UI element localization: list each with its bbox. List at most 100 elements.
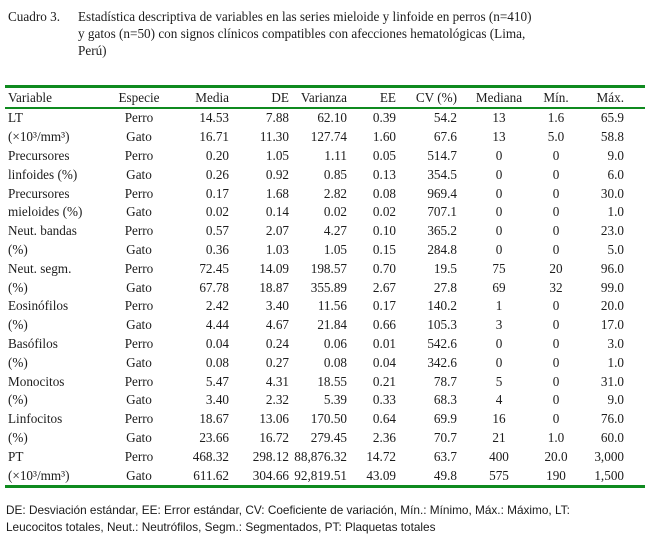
table-footnote: DE: Desviación estándar, EE: Error están… bbox=[6, 502, 642, 536]
cell-cv: 354.5 bbox=[427, 166, 457, 182]
cell-max: 17.0 bbox=[600, 317, 624, 333]
cell-variable-name: Neut. bandas bbox=[8, 223, 77, 239]
cell-max: 96.0 bbox=[600, 260, 624, 276]
table-row: mieloides (%) Gato 0.02 0.14 0.02 0.02 707.1 0 0… bbox=[5, 203, 645, 222]
cell-especie: Gato bbox=[126, 317, 152, 333]
cell-ee: 0.10 bbox=[372, 223, 396, 239]
cell-min: 0 bbox=[552, 223, 560, 239]
cell-ee: 2.67 bbox=[372, 279, 396, 295]
cell-mediana: 3 bbox=[495, 317, 503, 333]
cell-mediana: 1 bbox=[495, 298, 503, 314]
cell-media: 468.32 bbox=[192, 448, 229, 464]
cell-mediana: 575 bbox=[460, 466, 538, 488]
cell-varianza: 5.39 bbox=[323, 392, 347, 408]
cell-variable-name: Monocitos bbox=[8, 373, 65, 389]
cell-ee: 0.05 bbox=[372, 147, 396, 163]
cell-ee: 43.09 bbox=[352, 466, 400, 488]
cell-cv: 140.2 bbox=[427, 298, 457, 314]
cell-ee: 0.33 bbox=[372, 392, 396, 408]
cell-cv: 542.6 bbox=[427, 335, 457, 351]
cell-de: 0.24 bbox=[265, 335, 289, 351]
cell-varianza: 21.84 bbox=[317, 317, 347, 333]
cell-de: 1.03 bbox=[265, 241, 289, 257]
table-title-line: Estadística descriptiva de variables en … bbox=[78, 9, 532, 24]
cell-cv: 70.7 bbox=[433, 429, 457, 445]
cell-max: 60.0 bbox=[600, 429, 624, 445]
cell-ee: 0.04 bbox=[372, 354, 396, 370]
cell-max: 23.0 bbox=[600, 223, 624, 239]
cell-de: 0.92 bbox=[265, 166, 289, 182]
cell-varianza: 279.45 bbox=[310, 429, 347, 445]
cell-ee: 2.36 bbox=[372, 429, 396, 445]
cell-max: 58.8 bbox=[600, 129, 624, 145]
cell-ee: 0.13 bbox=[372, 166, 396, 182]
cell-cv: 69.9 bbox=[433, 411, 457, 427]
cell-cv: 19.5 bbox=[433, 260, 457, 276]
cell-cv: 284.8 bbox=[427, 241, 457, 257]
cell-varianza: 92,819.51 bbox=[292, 466, 352, 488]
table-title-text: Estadística descriptiva de variables en … bbox=[78, 8, 531, 59]
cell-mediana: 0 bbox=[495, 185, 503, 201]
cell-max: 9.0 bbox=[607, 392, 624, 408]
cell-cv: 27.8 bbox=[433, 279, 457, 295]
table-row: PT Perro 468.32 298.12 88,876.32 14.72 63.7 400… bbox=[5, 447, 645, 466]
cell-especie: Perro bbox=[124, 411, 154, 427]
table-row: (×10³/mm³) Gato 16.71 11.30 127.74 1.60 67.6 13… bbox=[5, 128, 645, 147]
cell-especie: Perro bbox=[124, 223, 154, 239]
cell-mediana: 16 bbox=[492, 411, 506, 427]
column-header-media: Media bbox=[168, 86, 232, 109]
cell-mediana: 13 bbox=[492, 129, 506, 145]
cell-especie: Perro bbox=[124, 185, 154, 201]
cell-de: 4.31 bbox=[265, 373, 289, 389]
column-header-varianza: Varianza bbox=[292, 86, 352, 109]
cell-mediana: 0 bbox=[495, 166, 503, 182]
cell-variable-name: LT bbox=[8, 110, 23, 126]
cell-media: 2.42 bbox=[205, 298, 229, 314]
cell-de: 14.09 bbox=[259, 260, 289, 276]
cell-media: 18.67 bbox=[199, 411, 229, 427]
cell-varianza: 0.06 bbox=[323, 335, 347, 351]
cell-max: 30.0 bbox=[600, 185, 624, 201]
cell-especie: Perro bbox=[124, 448, 154, 464]
cell-varianza: 11.56 bbox=[317, 298, 347, 314]
cell-media: 0.02 bbox=[205, 204, 229, 220]
cell-ee: 0.64 bbox=[372, 411, 396, 427]
cell-mediana: 0 bbox=[495, 335, 503, 351]
cell-variable-unit: (%) bbox=[8, 354, 28, 370]
cell-variable-name: Basófilos bbox=[8, 335, 58, 351]
column-header-cv: CV (%) bbox=[400, 86, 460, 109]
cell-varianza: 18.55 bbox=[317, 373, 347, 389]
cell-variable-name: Eosinófilos bbox=[8, 298, 69, 314]
cell-mediana: 21 bbox=[492, 429, 506, 445]
cell-min: 0 bbox=[552, 373, 560, 389]
cell-ee: 1.60 bbox=[372, 129, 396, 145]
cell-varianza: 355.89 bbox=[310, 279, 347, 295]
cell-min: 0 bbox=[552, 411, 560, 427]
cell-ee: 0.21 bbox=[372, 373, 396, 389]
cell-variable-unit: (%) bbox=[8, 279, 28, 295]
cell-min: 0 bbox=[552, 392, 560, 408]
cell-mediana: 0 bbox=[495, 147, 503, 163]
cell-cv: 342.6 bbox=[427, 354, 457, 370]
cell-cv: 67.6 bbox=[433, 129, 457, 145]
table-row: Precursores Perro 0.17 1.68 2.82 0.08 969.4 0 0 3… bbox=[5, 184, 645, 203]
cell-especie: Gato bbox=[126, 241, 152, 257]
cell-variable-name: Neut. segm. bbox=[8, 260, 72, 276]
cell-cv: 365.2 bbox=[427, 223, 457, 239]
cell-variable-name: PT bbox=[8, 448, 24, 464]
table-title: Cuadro 3. Estadística descriptiva de var… bbox=[8, 8, 644, 59]
cell-max: 1,500 bbox=[574, 466, 645, 488]
cell-media: 23.66 bbox=[199, 429, 229, 445]
cell-especie: Gato bbox=[126, 392, 152, 408]
cell-de: 298.12 bbox=[252, 448, 289, 464]
cell-max: 9.0 bbox=[607, 147, 624, 163]
cell-min: 0 bbox=[552, 204, 560, 220]
cell-de: 13.06 bbox=[259, 411, 289, 427]
cell-de: 0.27 bbox=[265, 354, 289, 370]
cell-mediana: 400 bbox=[489, 448, 509, 464]
cell-media: 0.04 bbox=[205, 335, 229, 351]
stats-table: Variable Especie Media DE Varianza EE CV… bbox=[5, 85, 645, 488]
cell-cv: 514.7 bbox=[427, 147, 457, 163]
cell-varianza: 127.74 bbox=[310, 129, 347, 145]
